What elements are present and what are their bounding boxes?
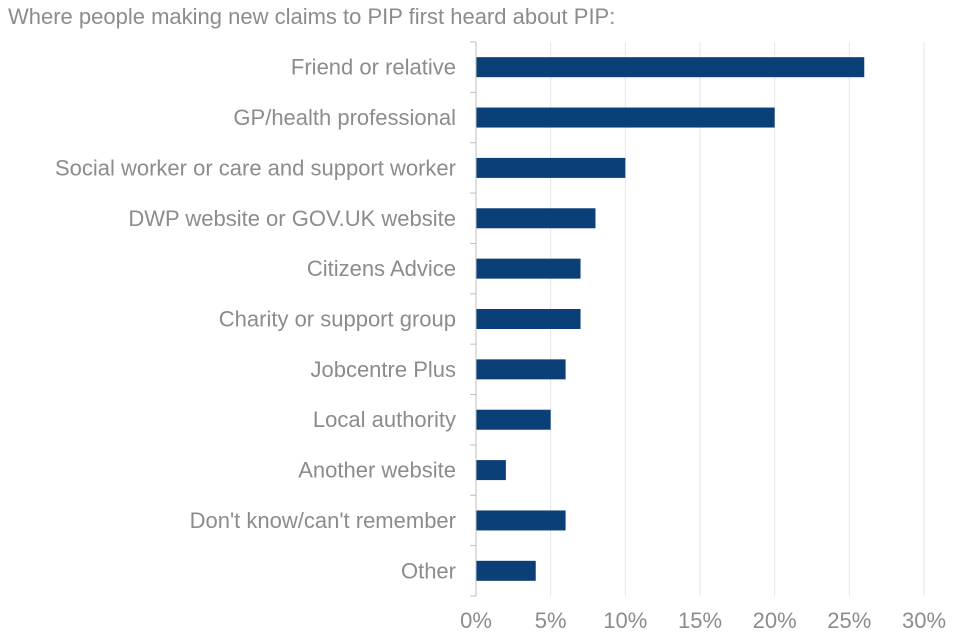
bar (476, 57, 865, 78)
x-tick-label: 20% (753, 608, 797, 633)
bar (476, 409, 551, 430)
bar (476, 107, 775, 128)
x-tick-label: 30% (902, 608, 946, 633)
x-tick-label: 25% (827, 608, 871, 633)
chart-title: Where people making new claims to PIP fi… (8, 4, 616, 29)
category-label: GP/health professional (233, 105, 456, 130)
category-label: DWP website or GOV.UK website (128, 206, 456, 231)
tick-labels: 0% 5% 10% 15% 20% 25% 30% (460, 608, 946, 633)
category-label: Friend or relative (291, 55, 456, 80)
x-tick-label: 0% (460, 608, 492, 633)
category-label: Other (401, 558, 456, 583)
bar (476, 258, 581, 279)
category-label: Jobcentre Plus (310, 357, 456, 382)
category-label: Social worker or care and support worker (55, 155, 456, 180)
bar (476, 208, 596, 229)
category-labels: Friend or relative GP/health professional… (55, 55, 456, 584)
axes (470, 41, 477, 597)
bar (476, 510, 566, 531)
bar (476, 157, 626, 178)
bars (476, 57, 865, 581)
bar (476, 359, 566, 380)
category-label: Charity or support group (219, 307, 456, 332)
category-label: Local authority (313, 407, 456, 432)
bar (476, 460, 506, 481)
gridlines (550, 42, 925, 596)
x-tick-label: 5% (535, 608, 567, 633)
category-label: Don't know/can't remember (190, 508, 456, 533)
bar (476, 560, 536, 581)
x-tick-label: 15% (678, 608, 722, 633)
category-label: Citizens Advice (307, 256, 456, 281)
bar (476, 309, 581, 329)
x-tick-label: 10% (603, 608, 647, 633)
category-label: Another website (298, 458, 456, 483)
